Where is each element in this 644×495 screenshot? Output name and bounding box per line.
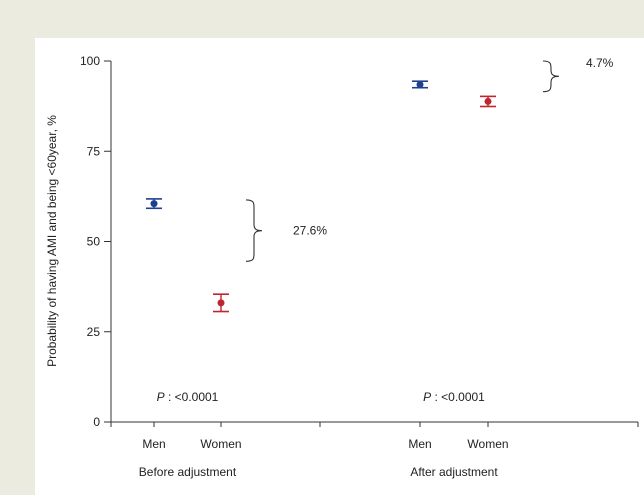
y-tick-label: 75	[87, 144, 101, 158]
data-point	[416, 80, 424, 88]
p-symbol: P	[157, 390, 165, 404]
x-tick-label: Men	[142, 437, 165, 451]
p-value-label: P : <0.0001	[157, 390, 219, 404]
data-point	[484, 97, 492, 105]
x-group-label: After adjustment	[410, 465, 498, 479]
x-tick-label: Men	[408, 437, 431, 451]
p-symbol: P	[423, 390, 431, 404]
y-tick-label: 50	[87, 235, 101, 249]
y-axis-label: Probability of having AMI and being <60y…	[45, 115, 59, 367]
difference-label: 27.6%	[293, 224, 327, 238]
chart: Probability of having AMI and being <60y…	[45, 54, 639, 479]
p-value: : <0.0001	[431, 390, 485, 404]
brace	[542, 60, 560, 93]
x-group-label: Before adjustment	[139, 465, 237, 479]
y-tick-label: 25	[87, 325, 101, 339]
data-point	[217, 299, 225, 307]
annotations: 27.6%4.7%P : <0.0001 P : <0.0001	[157, 56, 614, 404]
p-value-label: P : <0.0001	[423, 390, 485, 404]
chart-panel: Probability of having AMI and being <60y…	[35, 38, 644, 495]
x-tick-label: Women	[200, 437, 241, 451]
data-point	[150, 200, 158, 208]
data-marks	[146, 80, 496, 313]
brace	[245, 199, 263, 262]
axes: 0 25 50 75 100 Men Women Before adjustment Men Wo…	[80, 54, 639, 479]
x-tick-label: Women	[467, 437, 508, 451]
y-tick-label: 0	[93, 415, 100, 429]
y-tick-label: 100	[80, 54, 100, 68]
p-value: : <0.0001	[165, 390, 219, 404]
difference-label: 4.7%	[586, 56, 614, 70]
